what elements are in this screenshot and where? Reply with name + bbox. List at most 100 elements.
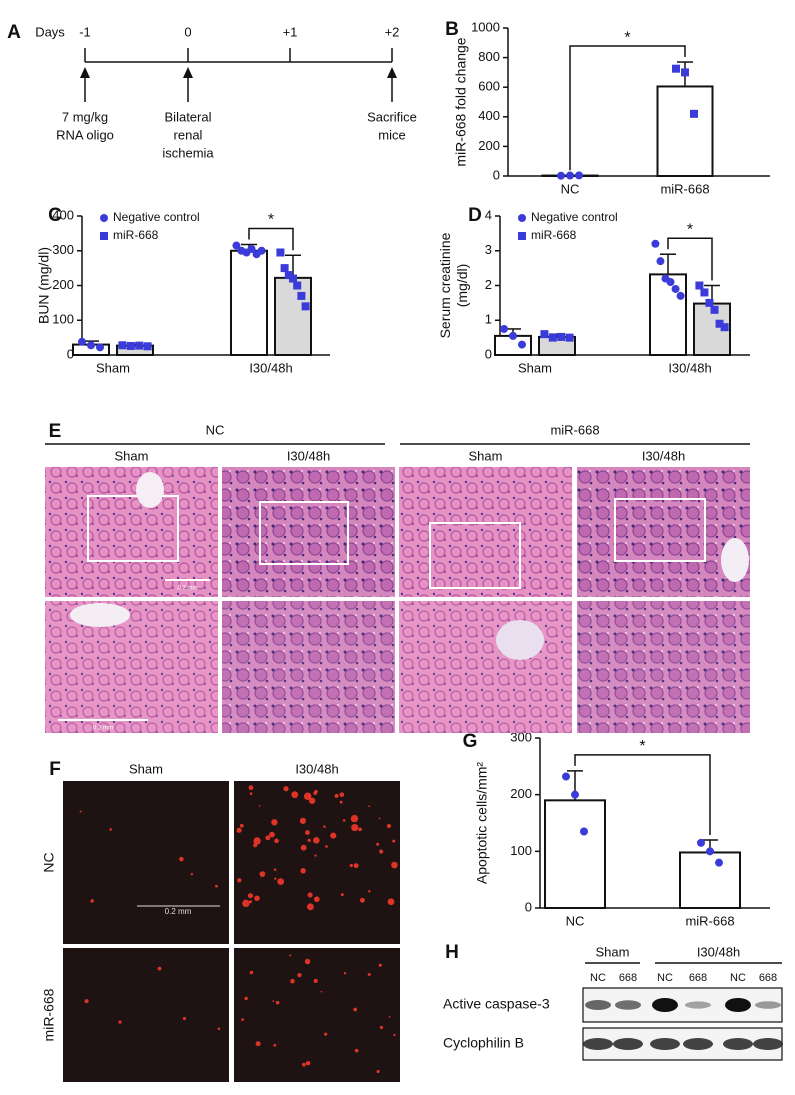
fluorescent-spot <box>304 958 311 965</box>
fluorescent-spot <box>84 999 89 1004</box>
data-point <box>289 274 297 283</box>
fluorescent-spot <box>307 892 313 898</box>
fluorescent-spot <box>376 842 380 846</box>
lane-label: 668 <box>619 972 637 984</box>
fluorescent-spot <box>378 817 381 820</box>
panel-letter: B <box>445 19 459 40</box>
fluorescent-spot <box>305 830 310 835</box>
data-point <box>284 271 293 280</box>
data-point <box>656 257 665 266</box>
fluorescent-spot <box>367 972 371 976</box>
event-label: renal <box>174 127 203 142</box>
blot-band <box>685 1001 711 1009</box>
fluorescent-spot <box>308 797 316 804</box>
significance-label: * <box>687 221 693 238</box>
fluorescent-spot <box>351 823 359 832</box>
y-tick-label: 0 <box>485 346 492 361</box>
data-point <box>720 323 729 332</box>
y-tick-label: 1000 <box>471 19 500 34</box>
lumen <box>721 538 749 582</box>
data-point <box>565 333 574 342</box>
y-tick-label: 400 <box>478 108 500 123</box>
fluorescent-spot <box>301 1062 306 1067</box>
blot-band <box>652 998 678 1012</box>
x-tick-label: Sham <box>518 360 552 375</box>
data-point <box>297 291 306 300</box>
data-point <box>666 278 675 287</box>
timeline-day: +2 <box>385 24 400 39</box>
fluorescent-spot <box>391 861 398 869</box>
fluorescent-spot <box>358 827 362 832</box>
protein-label: Cyclophilin B <box>443 1035 524 1051</box>
data-point <box>78 337 86 346</box>
data-point <box>710 305 719 314</box>
protein-label: Active caspase-3 <box>443 996 550 1012</box>
y-tick-label: 600 <box>478 79 500 94</box>
data-point <box>518 340 526 349</box>
significance-bracket <box>667 237 713 281</box>
blot-band <box>725 998 751 1012</box>
fluorescent-spot <box>313 978 318 984</box>
blot-band <box>683 1038 713 1050</box>
y-tick-label: 4 <box>485 207 492 222</box>
lane-label: NC <box>657 972 673 984</box>
fluorescent-spot <box>325 845 328 848</box>
data-point <box>280 264 289 273</box>
x-tick-label: NC <box>561 181 580 196</box>
legend-label: miR-668 <box>113 228 159 242</box>
fluorescent-spot <box>247 893 253 899</box>
fluorescent-spot <box>300 868 306 874</box>
lumen <box>70 603 130 627</box>
data-point <box>293 281 302 290</box>
data-point <box>705 298 714 307</box>
fluorescent-spot <box>237 878 242 883</box>
y-tick-label: 0 <box>493 167 500 182</box>
fluorescent-spot <box>259 871 266 877</box>
lumen <box>136 472 164 508</box>
timeline-day: 0 <box>184 24 191 39</box>
fluorescent-spot <box>269 831 275 838</box>
fluorescent-spot <box>239 823 244 828</box>
fluorescent-spot <box>354 1048 359 1053</box>
condition-label: Sham <box>115 448 149 463</box>
panel-letter: A <box>7 22 21 43</box>
blot-band <box>583 1038 613 1050</box>
significance-label: * <box>624 29 630 46</box>
fluorescence-image <box>234 948 400 1082</box>
fluorescent-spot <box>244 996 248 1001</box>
scale-bar-label: 0.2 mm <box>177 586 197 592</box>
y-axis-label: Apoptotic cells/mm² <box>474 762 490 884</box>
data-point <box>566 171 574 180</box>
legend-marker <box>518 214 526 222</box>
arrow-head <box>183 67 193 78</box>
fluorescent-spot <box>249 970 254 975</box>
fluorescent-spot <box>313 836 320 844</box>
histology-image <box>399 467 572 597</box>
fluorescent-spot <box>289 954 292 957</box>
blot-band <box>755 1001 781 1009</box>
y-axis-label: Serum creatinine <box>437 232 453 338</box>
histology-image <box>45 601 218 733</box>
bar <box>656 85 714 177</box>
event-label: ischemia <box>162 145 214 160</box>
fluorescent-spot <box>378 963 382 967</box>
blot-band <box>613 1038 643 1050</box>
data-point <box>118 341 127 350</box>
y-tick-label: 1 <box>485 312 492 327</box>
column-label: Sham <box>129 761 163 776</box>
data-point <box>126 341 135 350</box>
significance-bracket <box>248 227 294 251</box>
y-axis-label: BUN (mg/dl) <box>36 247 52 324</box>
legend-marker <box>518 232 526 240</box>
fluorescent-spot <box>300 844 307 851</box>
data-point <box>540 330 549 339</box>
fluorescent-spot <box>273 868 277 871</box>
fluorescent-spot <box>303 792 312 801</box>
fluorescent-spot <box>283 786 289 792</box>
fluorescent-spot <box>271 819 278 826</box>
y-tick-label: 400 <box>52 207 74 222</box>
x-tick-label: miR-668 <box>685 913 734 928</box>
fluorescent-spot <box>236 827 242 833</box>
bar <box>544 799 606 909</box>
data-point <box>706 847 714 856</box>
